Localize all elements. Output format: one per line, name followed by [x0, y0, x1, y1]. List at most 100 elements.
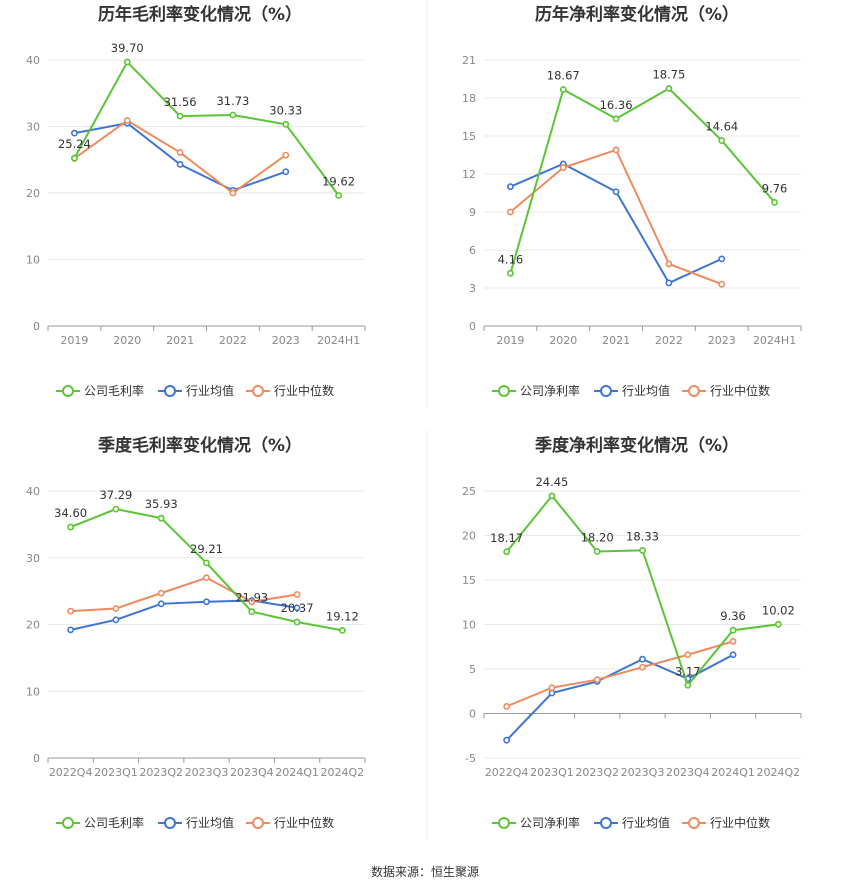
y-tick-label: 9 — [469, 206, 476, 219]
legend-marker — [164, 817, 176, 829]
x-tick-label: 2023Q3 — [185, 766, 229, 779]
data-label: 18.75 — [652, 68, 685, 82]
legend-marker — [600, 817, 612, 829]
y-tick-label: 15 — [462, 574, 476, 587]
data-point-median — [157, 589, 165, 597]
chart-title: 季度毛利率变化情况（%） — [98, 435, 302, 456]
legend-item-median[interactable]: 行业中位数 — [682, 383, 770, 398]
legend-item-company[interactable]: 公司毛利率 — [56, 815, 144, 830]
x-tick-label: 2023Q1 — [530, 766, 574, 779]
data-point-avg — [71, 129, 78, 137]
legend-item-company[interactable]: 公司毛利率 — [56, 383, 144, 398]
data-label: 18.67 — [547, 69, 580, 83]
legend-item-avg[interactable]: 行业均值 — [158, 815, 234, 830]
data-point-median — [293, 591, 301, 598]
y-tick-label: 20 — [462, 530, 476, 543]
chart-title: 历年毛利率变化情况（%） — [98, 4, 302, 25]
legend-item-median[interactable]: 行业中位数 — [246, 383, 334, 398]
data-point-median — [729, 638, 737, 645]
legend-label: 公司毛利率 — [84, 815, 144, 830]
legend-marker — [252, 385, 264, 397]
legend-item-company[interactable]: 公司净利率 — [492, 383, 580, 398]
series-line-avg — [510, 162, 723, 285]
x-tick-label: 2023 — [272, 334, 300, 347]
legend-marker — [62, 817, 74, 829]
data-point-company — [774, 620, 782, 628]
y-tick-label: -5 — [465, 752, 476, 765]
data-label: 18.33 — [626, 529, 659, 543]
data-label: 35.93 — [145, 497, 178, 511]
data-source-label: 数据来源：恒生聚源 — [371, 864, 479, 879]
data-point-avg — [729, 651, 737, 659]
data-point-company — [157, 514, 165, 522]
data-point-company — [548, 492, 556, 500]
legend-label: 行业中位数 — [710, 815, 770, 830]
data-point-median — [123, 117, 131, 124]
y-tick-label: 10 — [26, 685, 40, 698]
legend-marker — [498, 385, 510, 397]
data-label: 37.29 — [99, 488, 132, 502]
data-label: 9.76 — [762, 181, 788, 195]
y-tick-label: 40 — [26, 485, 40, 498]
x-tick-label: 2021 — [166, 334, 194, 347]
legend-marker — [688, 385, 700, 397]
x-tick-label: 2024Q2 — [757, 766, 801, 779]
y-tick-label: 3 — [469, 282, 476, 295]
data-point-avg — [67, 626, 75, 634]
legend-item-median[interactable]: 行业中位数 — [682, 815, 770, 830]
data-label: 29.21 — [190, 542, 223, 556]
legend-item-median[interactable]: 行业中位数 — [246, 815, 334, 830]
data-point-company — [665, 85, 673, 92]
y-tick-label: 10 — [462, 619, 476, 632]
y-tick-label: 40 — [26, 54, 40, 67]
data-point-company — [229, 111, 237, 119]
data-point-median — [718, 280, 726, 288]
data-point-avg — [507, 183, 514, 191]
legend-label: 行业中位数 — [274, 383, 334, 398]
series-line-company — [509, 87, 776, 274]
chart-title: 历年净利率变化情况（%） — [535, 4, 739, 25]
y-tick-label: 30 — [26, 552, 40, 565]
data-point-company — [112, 505, 120, 513]
data-label: 9.36 — [720, 609, 746, 623]
legend-item-company[interactable]: 公司净利率 — [492, 815, 580, 830]
y-tick-label: 0 — [33, 320, 40, 333]
data-point-median — [559, 164, 567, 172]
data-point-avg — [176, 161, 184, 168]
data-label: 3.17 — [675, 664, 701, 678]
data-label: 20.37 — [281, 601, 314, 615]
y-tick-label: 15 — [462, 130, 476, 143]
y-tick-label: 20 — [26, 187, 40, 200]
legend-item-avg[interactable]: 行业均值 — [158, 383, 234, 398]
data-label: 21.93 — [235, 591, 268, 605]
data-label: 39.70 — [111, 41, 144, 55]
data-point-avg — [639, 655, 646, 663]
x-tick-label: 2023Q3 — [621, 766, 665, 779]
data-point-company — [123, 58, 131, 66]
data-point-company — [293, 618, 301, 626]
x-tick-label: 2019 — [60, 334, 88, 347]
y-tick-label: 0 — [469, 320, 476, 333]
legend-item-avg[interactable]: 行业均值 — [594, 383, 670, 398]
legend-label: 公司毛利率 — [84, 383, 144, 398]
data-point-company — [71, 154, 78, 162]
chart-title: 季度净利率变化情况（%） — [535, 435, 739, 456]
data-point-median — [112, 605, 120, 612]
legend-item-avg[interactable]: 行业均值 — [594, 815, 670, 830]
y-tick-label: 10 — [26, 254, 40, 267]
y-tick-label: 5 — [469, 663, 476, 676]
data-point-company — [503, 548, 511, 556]
legend-label: 行业均值 — [186, 815, 234, 830]
data-label: 10.02 — [762, 603, 795, 617]
data-point-median — [248, 598, 256, 606]
data-point-avg — [548, 689, 556, 697]
data-point-avg — [112, 616, 120, 624]
x-tick-label: 2024Q1 — [275, 766, 319, 779]
data-point-company — [282, 120, 290, 128]
y-tick-label: 0 — [33, 752, 40, 765]
data-point-avg — [282, 168, 290, 176]
x-tick-label: 2024H1 — [317, 334, 360, 347]
